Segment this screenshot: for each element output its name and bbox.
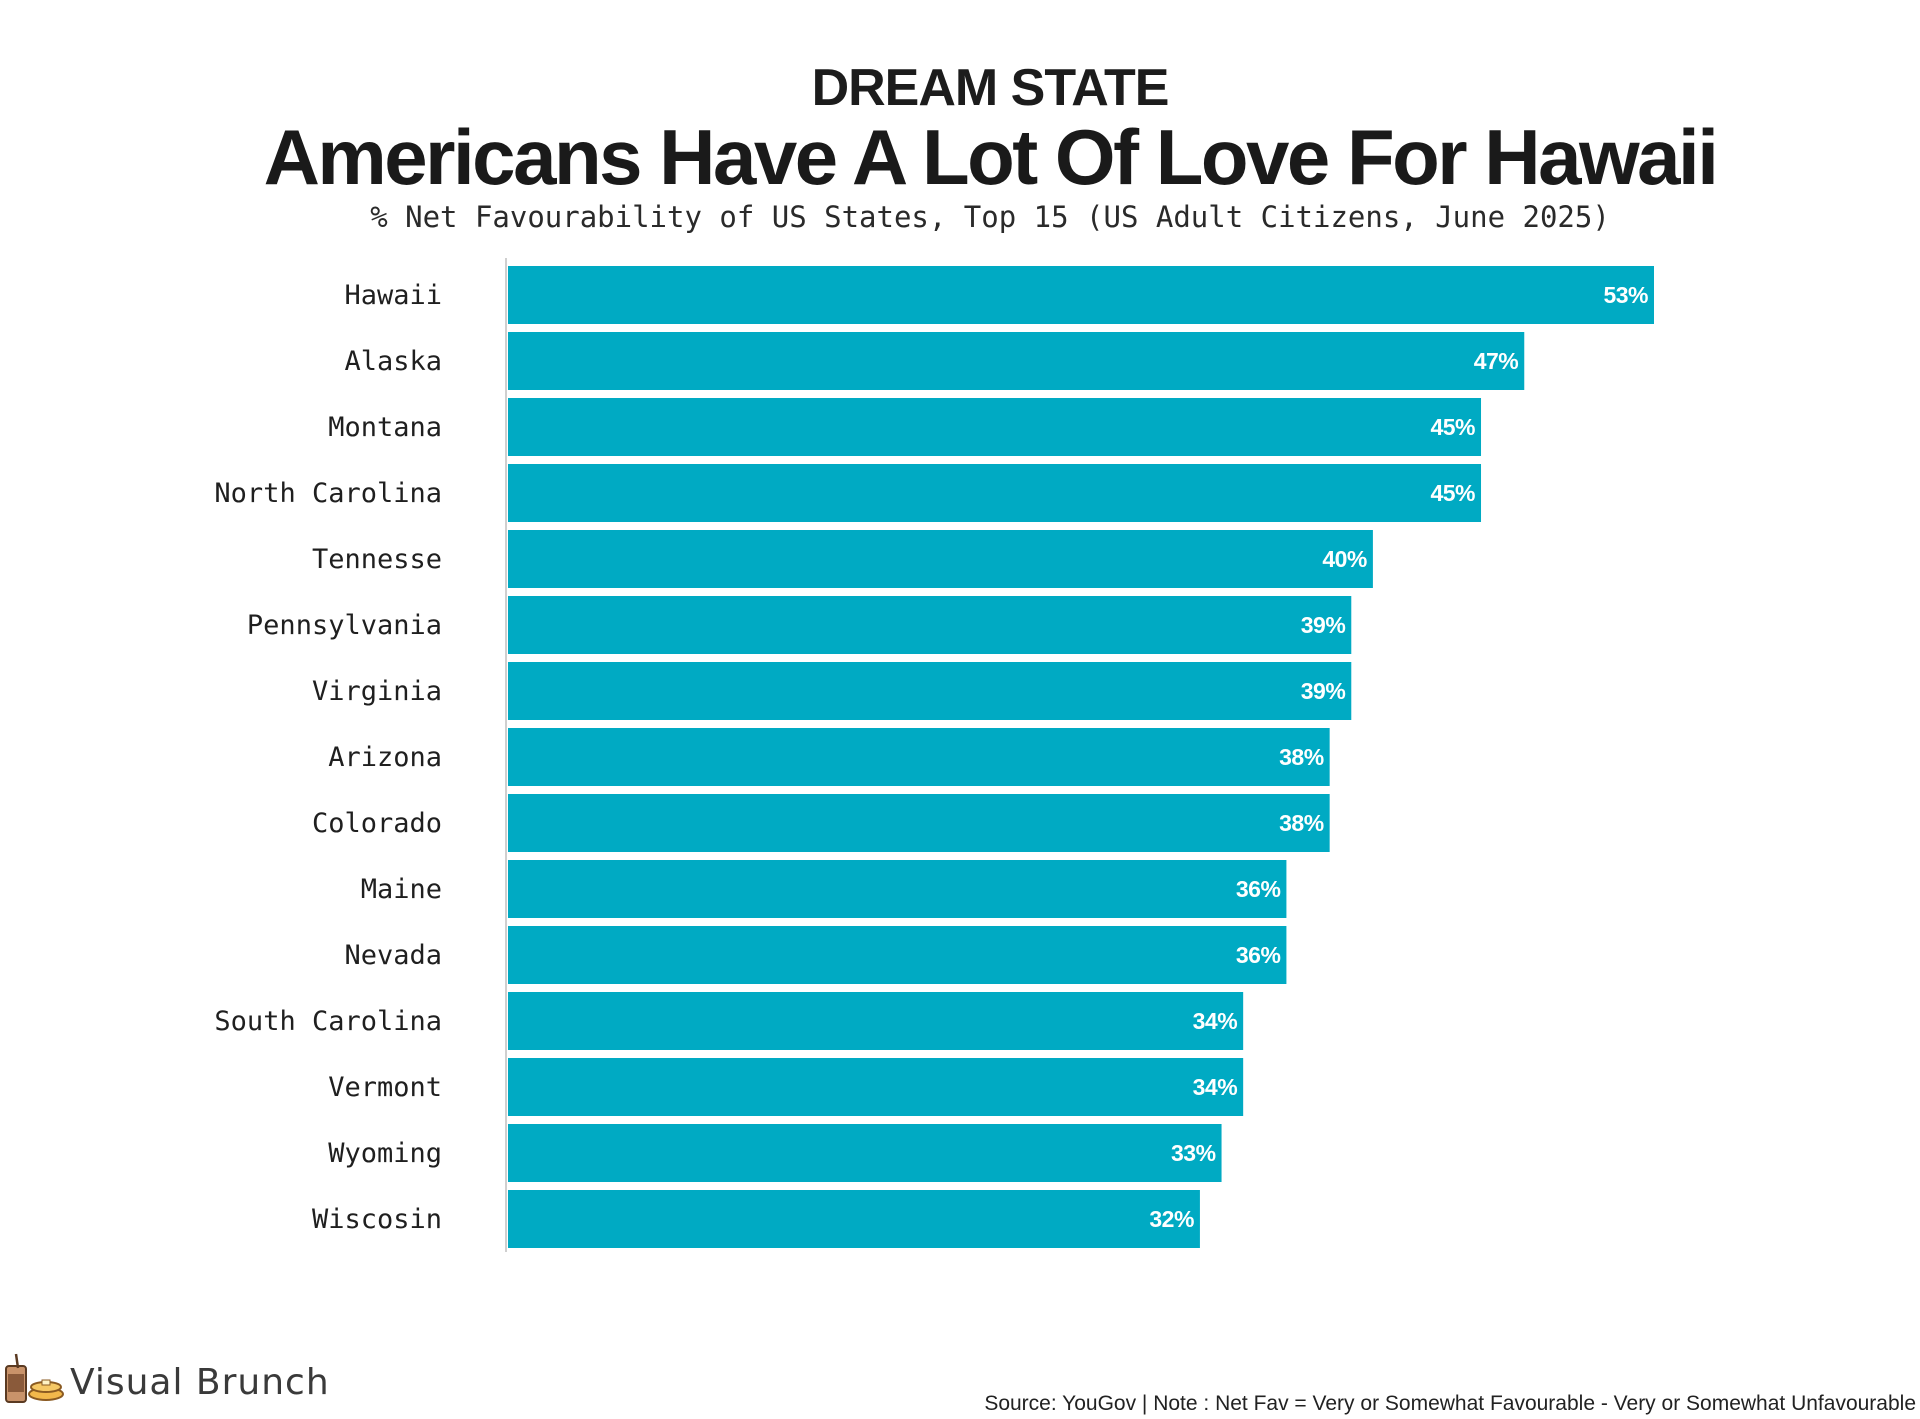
bar-virginia [508, 662, 1352, 720]
value-label: 39% [1301, 678, 1346, 704]
value-label: 45% [1430, 414, 1475, 440]
bar-pennsylvania [508, 596, 1352, 654]
category-label: North Carolina [214, 478, 442, 509]
bar-colorado [508, 794, 1330, 852]
bar-montana [508, 398, 1482, 456]
bar-vermont [508, 1058, 1244, 1116]
value-label: 36% [1236, 876, 1281, 902]
category-label: Maine [361, 874, 442, 905]
chart-title: Americans Have A Lot Of Love For Hawaii [263, 113, 1719, 201]
value-label: 53% [1603, 282, 1648, 308]
category-label: Alaska [344, 346, 442, 377]
source-note: Source: YouGov | Note : Net Fav = Very o… [984, 1392, 1916, 1415]
category-label: Virginia [312, 676, 442, 707]
category-label: Wiscosin [312, 1204, 442, 1235]
brand-name: Visual Brunch [70, 1361, 330, 1403]
brand-logo: Visual Brunch [2, 1352, 330, 1412]
value-label: 38% [1279, 744, 1324, 770]
value-label: 39% [1301, 612, 1346, 638]
bar-hawaii [508, 266, 1654, 324]
category-label: South Carolina [214, 1006, 442, 1037]
bar-tennesse [508, 530, 1373, 588]
category-label: Arizona [328, 742, 442, 773]
value-label: 45% [1430, 480, 1475, 506]
category-label: Vermont [328, 1072, 442, 1103]
value-label: 32% [1149, 1206, 1194, 1232]
chart-subtitle: % Net Favourability of US States, Top 15… [370, 200, 1610, 234]
category-label: Tennesse [312, 544, 442, 575]
value-label: 47% [1474, 348, 1519, 374]
value-label: 34% [1193, 1074, 1238, 1100]
category-label: Colorado [312, 808, 442, 839]
value-label: 33% [1171, 1140, 1216, 1166]
category-label: Hawaii [344, 280, 442, 311]
bar-wyoming [508, 1124, 1222, 1182]
brunch-icon [5, 1353, 64, 1403]
value-label: 34% [1193, 1008, 1238, 1034]
value-label: 38% [1279, 810, 1324, 836]
bar-wiscosin [508, 1190, 1200, 1248]
chart-kicker: DREAM STATE [811, 59, 1170, 117]
value-label: 40% [1322, 546, 1367, 572]
category-label: Nevada [344, 940, 442, 971]
bar-maine [508, 860, 1287, 918]
bar-north-carolina [508, 464, 1482, 522]
category-label: Montana [328, 412, 442, 443]
value-label: 36% [1236, 942, 1281, 968]
bar-nevada [508, 926, 1287, 984]
category-label: Pennsylvania [247, 610, 442, 641]
bar-south-carolina [508, 992, 1244, 1050]
category-label: Wyoming [328, 1138, 442, 1169]
bar-alaska [508, 332, 1525, 390]
bar-arizona [508, 728, 1330, 786]
